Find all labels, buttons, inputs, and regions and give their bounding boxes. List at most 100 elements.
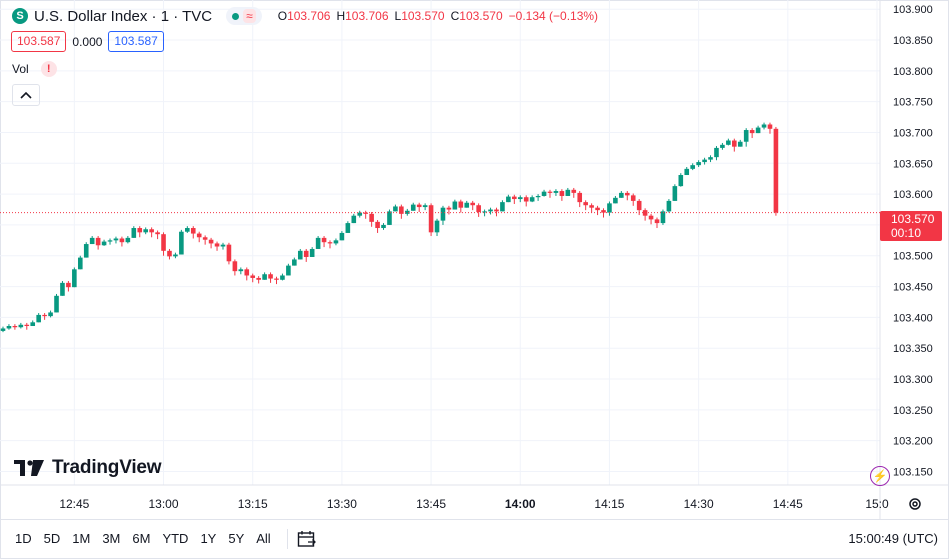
candle[interactable] — [369, 211, 374, 227]
candle[interactable] — [619, 191, 624, 198]
candle[interactable] — [767, 122, 773, 134]
warning-icon[interactable]: ! — [40, 61, 57, 77]
candle[interactable] — [399, 204, 404, 219]
candle[interactable] — [292, 257, 297, 266]
candle[interactable] — [761, 122, 767, 130]
candle[interactable] — [143, 227, 148, 235]
candle[interactable] — [452, 199, 458, 210]
gear-icon[interactable] — [906, 495, 924, 513]
candle[interactable] — [77, 255, 83, 270]
candle[interactable] — [690, 163, 695, 171]
candle[interactable] — [535, 194, 541, 201]
candle[interactable] — [345, 221, 351, 233]
candle[interactable] — [648, 213, 654, 225]
range-button-1m[interactable]: 1M — [72, 531, 91, 546]
candle[interactable] — [214, 241, 220, 251]
candle[interactable] — [321, 236, 327, 248]
candle[interactable] — [446, 205, 452, 215]
candle[interactable] — [512, 194, 517, 204]
candle[interactable] — [708, 155, 713, 163]
candle[interactable] — [482, 209, 487, 217]
candle[interactable] — [54, 293, 59, 313]
candle[interactable] — [696, 160, 701, 168]
candle[interactable] — [624, 191, 630, 201]
candle[interactable] — [36, 313, 41, 323]
candle[interactable] — [630, 193, 636, 206]
range-button-all[interactable]: All — [256, 531, 271, 546]
candle[interactable] — [613, 195, 618, 204]
candle[interactable] — [726, 138, 731, 146]
candle[interactable] — [589, 203, 594, 213]
buy-price-button[interactable]: 103.587 — [108, 31, 164, 52]
candle[interactable] — [702, 157, 707, 165]
candle[interactable] — [714, 146, 719, 161]
candle[interactable] — [642, 208, 648, 221]
candle[interactable] — [595, 205, 600, 216]
candle[interactable] — [202, 235, 208, 245]
candle[interactable] — [42, 313, 47, 320]
candle[interactable] — [660, 209, 666, 225]
candle[interactable] — [256, 276, 261, 284]
tradingview-logo[interactable]: TradingView — [14, 457, 162, 479]
symbol-logo-icon[interactable]: S — [12, 8, 28, 24]
candle[interactable] — [553, 189, 559, 196]
candle[interactable] — [464, 200, 470, 208]
candle[interactable] — [440, 205, 446, 225]
candle[interactable] — [458, 199, 464, 213]
candle[interactable] — [137, 226, 143, 238]
range-button-6m[interactable]: 6M — [132, 531, 151, 546]
candle[interactable] — [208, 237, 214, 249]
candle[interactable] — [173, 252, 178, 259]
candle[interactable] — [476, 203, 481, 217]
candle[interactable] — [547, 189, 553, 198]
candle[interactable] — [506, 194, 511, 203]
candle[interactable] — [434, 218, 440, 237]
candle[interactable] — [72, 267, 77, 288]
candle[interactable] — [309, 247, 315, 257]
candle[interactable] — [583, 200, 588, 211]
candle[interactable] — [30, 320, 36, 327]
candle[interactable] — [0, 326, 6, 333]
candle[interactable] — [196, 231, 202, 243]
candle[interactable] — [393, 204, 398, 212]
candle[interactable] — [167, 248, 172, 260]
candle[interactable] — [517, 195, 523, 203]
candle[interactable] — [743, 128, 749, 147]
candle[interactable] — [95, 236, 101, 250]
candle[interactable] — [48, 310, 53, 318]
candle[interactable] — [280, 273, 285, 281]
candle[interactable] — [149, 227, 154, 238]
candle[interactable] — [357, 210, 363, 218]
candle[interactable] — [666, 199, 672, 213]
volume-label[interactable]: Vol — [12, 62, 29, 76]
candle[interactable] — [523, 195, 529, 207]
candle[interactable] — [428, 203, 434, 237]
candle[interactable] — [107, 238, 113, 245]
candle[interactable] — [226, 242, 232, 265]
candle[interactable] — [303, 248, 309, 262]
candle[interactable] — [577, 191, 583, 208]
range-button-5y[interactable]: 5Y — [228, 531, 245, 546]
candle[interactable] — [119, 236, 125, 247]
candle[interactable] — [12, 324, 18, 330]
candle[interactable] — [720, 142, 725, 150]
candle[interactable] — [494, 207, 499, 217]
range-button-3m[interactable]: 3M — [102, 531, 121, 546]
candle[interactable] — [125, 236, 131, 244]
candle[interactable] — [155, 230, 160, 240]
candle[interactable] — [565, 187, 571, 196]
candle[interactable] — [333, 238, 339, 246]
candle[interactable] — [416, 202, 422, 212]
candle[interactable] — [529, 195, 535, 203]
candle[interactable] — [83, 242, 89, 258]
candle[interactable] — [220, 242, 226, 250]
candle[interactable] — [60, 281, 65, 296]
candle[interactable] — [559, 189, 565, 201]
calendar-icon[interactable] — [296, 529, 318, 549]
candle[interactable] — [274, 276, 279, 285]
candle[interactable] — [6, 324, 12, 330]
candle[interactable] — [131, 226, 137, 238]
candle[interactable] — [24, 322, 30, 330]
candle[interactable] — [732, 138, 737, 152]
